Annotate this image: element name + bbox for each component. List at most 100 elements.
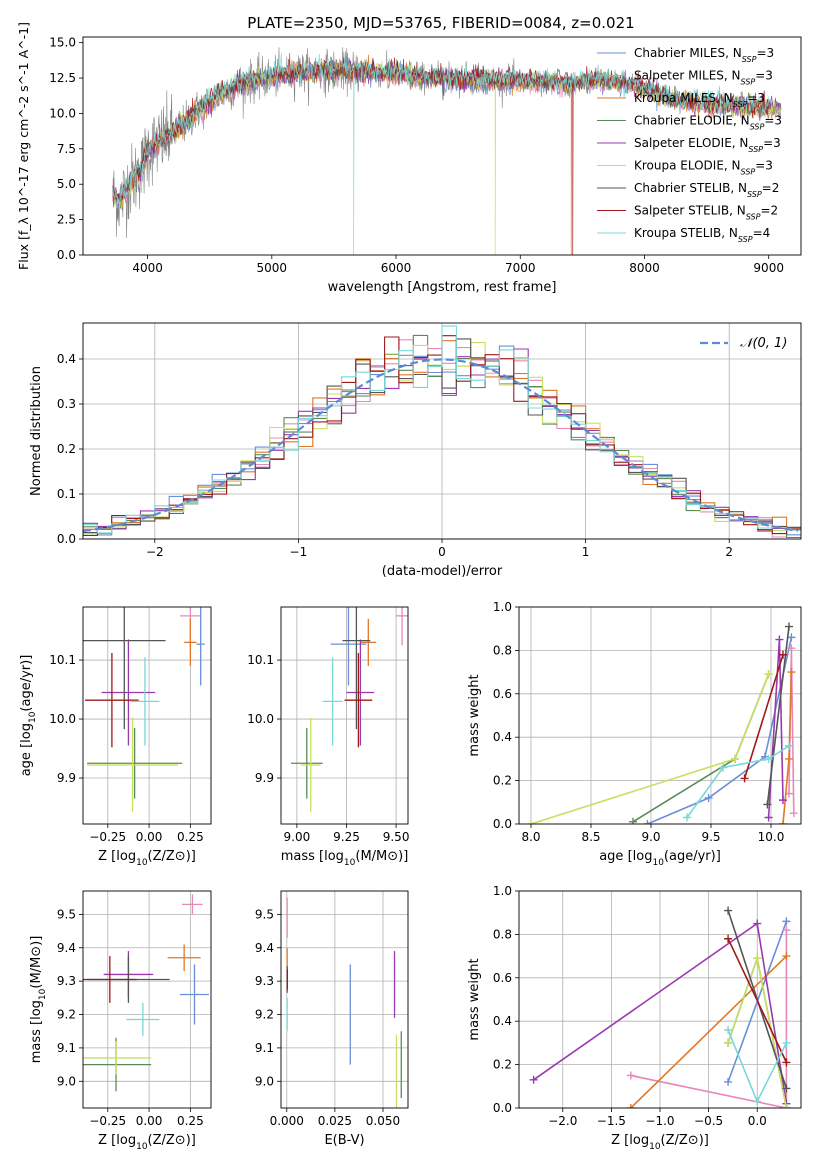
y-axis-label: mass weight [467, 674, 482, 756]
y-tick-label: 9.9 [255, 771, 274, 785]
x-tick-label: 5000 [257, 261, 288, 275]
y-tick-label: 9.0 [255, 1074, 274, 1088]
series-marker [731, 754, 739, 763]
y-tick-label: 0.8 [493, 927, 512, 941]
panels-container: 4000 5000 6000 7000 8000 90000.02.55.07.510.0… [16, 22, 802, 1152]
series-salpeter-elodie [529, 919, 791, 1108]
x-tick-label: 9.25 [333, 830, 360, 844]
age-vs-mass-panel: 9.00 9.25 9.50 9.9 10.0 10.1 mass [log10(M/M⊙)… [247, 606, 410, 868]
legend-label: Salpeter MILES, NSSP=3 [634, 69, 773, 87]
y-tick-label: 10.0 [49, 712, 76, 726]
x-axis-label: Z [log10(Z/Z⊙)] [611, 1133, 709, 1152]
legend-label: Chabrier ELODIE, NSSP=3 [634, 114, 782, 132]
y-axis-label: age [log10(age/yr)] [19, 655, 38, 777]
x-axis-label: mass [log10(M/M⊙)] [281, 849, 409, 868]
x-tick-label: 8.5 [581, 830, 600, 844]
series-marker [626, 1071, 635, 1080]
y-tick-label: 9.5 [255, 907, 274, 921]
age-vs-Z-frame [82, 606, 212, 825]
x-tick-label: 0.00 [136, 830, 163, 844]
legend-label: 𝒩(0, 1) [740, 336, 787, 351]
errorbar-kroupa-stelib [126, 1002, 160, 1037]
errorbar-salpeter-miles [396, 607, 408, 646]
y-tick-label: 0.0 [493, 1101, 512, 1115]
errorbar-salpeter-miles [182, 894, 203, 915]
mass-vs-EBV-frame [280, 890, 409, 1109]
histogram-kroupa-stelib [83, 325, 801, 534]
x-tick-label: 9.5 [701, 830, 720, 844]
y-tick-label: 0.6 [493, 687, 512, 701]
series-kroupa-elodie [527, 670, 773, 824]
y-axis-label: Normed distribution [29, 366, 44, 496]
series-marker [764, 670, 773, 679]
y-tick-label: 0.0 [57, 532, 76, 546]
y-tick-label: 0.8 [493, 643, 512, 657]
x-tick-label: −1.5 [597, 1114, 626, 1128]
y-tick-label: 0.2 [493, 774, 512, 788]
x-tick-label: 0.000 [270, 1114, 304, 1128]
legend-label: Chabrier STELIB, NSSP=2 [634, 181, 779, 199]
model-line-kroupa-stelib [112, 53, 770, 255]
series-line [766, 626, 790, 805]
x-tick-label: 4000 [132, 261, 163, 275]
figure-title: PLATE=2350, MJD=53765, FIBERID=0084, z=0… [247, 14, 634, 32]
series-marker [753, 1097, 762, 1106]
series-marker [740, 774, 749, 783]
series-marker [785, 741, 793, 750]
y-tick-label: 9.4 [255, 941, 274, 955]
series-marker [724, 906, 733, 915]
series-line [630, 930, 788, 1108]
series-marker [629, 817, 637, 824]
y-tick-label: 0.6 [493, 971, 512, 985]
series-marker [719, 763, 727, 772]
y-tick-label: 9.0 [57, 1074, 76, 1088]
errorbar-chabrier-elodie [87, 727, 183, 799]
mass-vs-Z-frame [82, 890, 212, 1109]
series-marker [782, 1058, 791, 1067]
weight-vs-Z-panel: −2.0 −1.5 −1.0 −0.5 0.0 0.0 0.2 0.4 0.6 0.8 1.0 Z [… [467, 884, 802, 1152]
x-tick-label: −1 [290, 545, 308, 559]
y-tick-label: 9.2 [57, 1008, 76, 1022]
errorbar-kroupa-miles [167, 944, 201, 972]
series-marker [779, 650, 787, 659]
series-marker [779, 796, 787, 805]
legend-label: Chabrier MILES, NSSP=3 [634, 46, 774, 64]
y-tick-label: 0.3 [57, 397, 76, 411]
x-tick-label: 0.25 [177, 830, 204, 844]
series-marker [782, 917, 791, 926]
errorbar-kroupa-miles [184, 618, 197, 666]
spectrum-panel: 4000 5000 6000 7000 8000 9000 0.0 2.5 5.0 7.5 10.0… [16, 22, 802, 295]
series-marker [779, 820, 787, 824]
series-marker [764, 754, 773, 763]
series-kroupa-miles [626, 952, 791, 1108]
x-tick-label: −2.0 [548, 1114, 577, 1128]
legend-label: Salpeter ELODIE, NSSP=3 [634, 136, 781, 154]
series-marker [789, 809, 798, 818]
x-tick-label: 0.00 [136, 1114, 163, 1128]
series-salpeter-stelib [724, 934, 791, 1067]
histogram-chabrier-stelib [83, 338, 801, 534]
y-tick-label: 0.4 [493, 730, 512, 744]
weight-vs-age-frame [518, 606, 802, 825]
x-axis-label: E(B-V) [324, 1133, 364, 1148]
age-vs-Z-plot-area [83, 607, 205, 813]
series-marker [753, 919, 762, 928]
x-tick-label: 0.050 [366, 1114, 400, 1128]
errorbar-chabrier-miles [180, 964, 209, 1025]
series-marker [785, 754, 793, 763]
series-marker [782, 1084, 791, 1093]
y-tick-label: 10.1 [49, 653, 76, 667]
x-axis-label: Z [log10(Z/Z⊙)] [98, 849, 196, 868]
x-tick-label: 9.00 [284, 830, 311, 844]
y-tick-label: 1.0 [493, 884, 512, 898]
residuals-panel: −2 −1 0 1 2 0.0 0.1 0.2 0.3 0.4 (data-model)/error… [29, 322, 802, 579]
errorbar-kroupa-elodie [300, 717, 321, 813]
x-tick-label: 8.0 [521, 830, 540, 844]
x-tick-label: 9.50 [383, 830, 410, 844]
y-tick-label: 0.0 [57, 248, 76, 262]
y-tick-label: 0.1 [57, 487, 76, 501]
mass-vs-Z-plot-area [83, 894, 209, 1092]
errorbar-chabrier-elodie [290, 727, 323, 799]
weight-vs-age-panel: 8.0 8.5 9.0 9.5 10.0 0.0 0.2 0.4 0.6 0.8 1.0 age [l… [467, 600, 802, 868]
y-tick-label: 10.0 [247, 712, 274, 726]
